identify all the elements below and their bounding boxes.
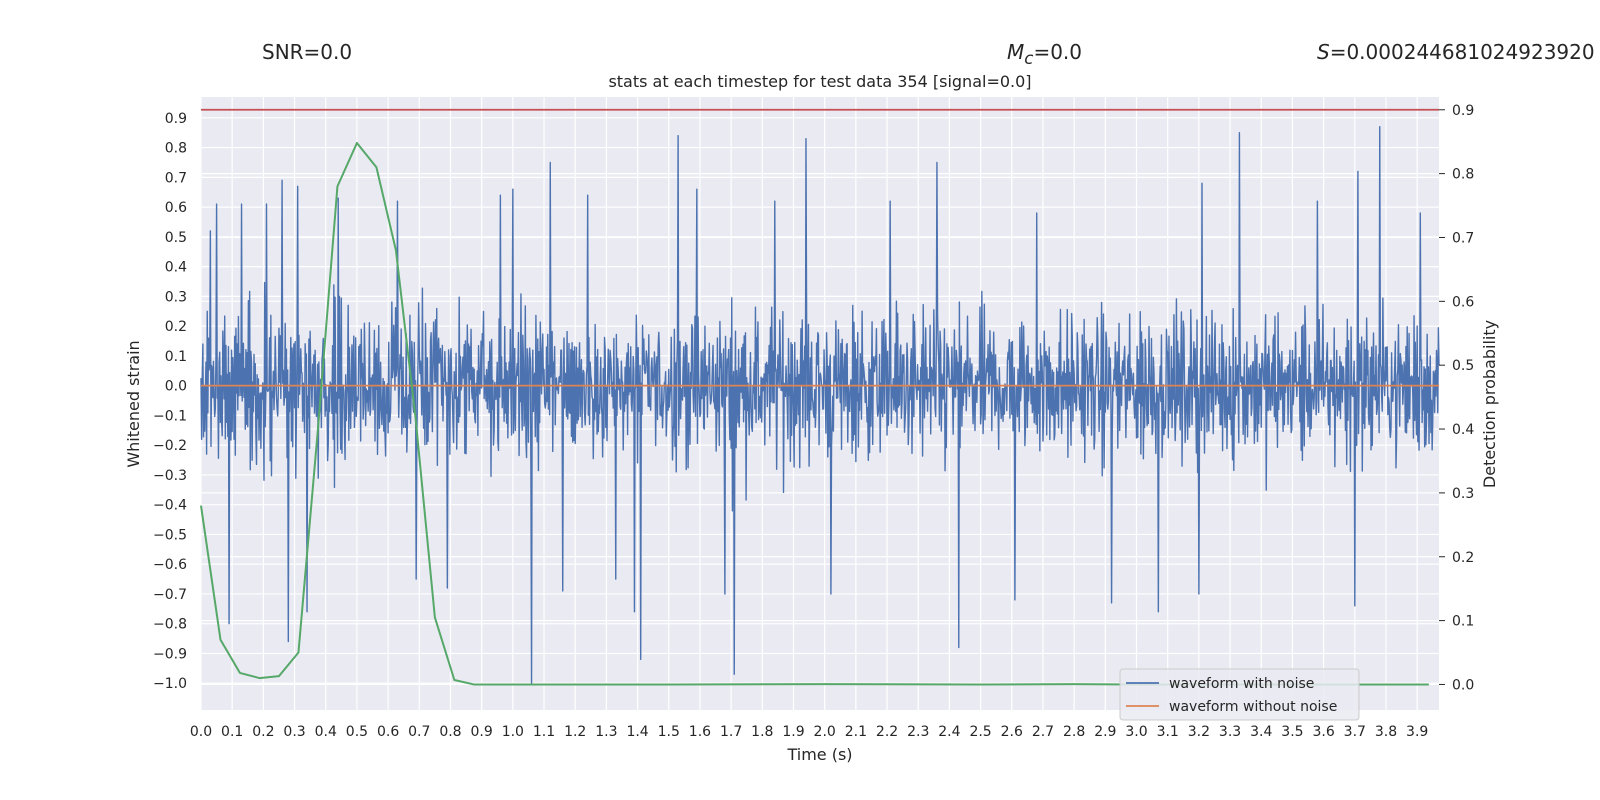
y2-axis-label: Detection probability [1480, 320, 1499, 488]
y-tick-label: 0.7 [165, 170, 187, 186]
y-tick-label: 0.3 [165, 289, 187, 305]
chirp-mass-stat: Mc=0.0 [1007, 40, 1082, 68]
x-tick-label: 2.5 [969, 724, 991, 740]
x-tick-label: 0.0 [190, 724, 212, 740]
y-tick-label: −0.5 [153, 527, 187, 543]
x-tick-label: 0.9 [471, 724, 493, 740]
x-tick-label: 3.2 [1188, 724, 1210, 740]
x-tick-label: 3.6 [1312, 724, 1334, 740]
x-tick-label: 2.9 [1094, 724, 1116, 740]
legend: waveform with noise waveform without noi… [1119, 668, 1360, 721]
x-tick-label: 2.6 [1001, 724, 1023, 740]
chart-title: stats at each timestep for test data 354… [608, 72, 1031, 91]
y-tick-label: 0.1 [165, 349, 187, 365]
y-tick-label: −0.3 [153, 468, 187, 484]
x-tick-label: 0.7 [408, 724, 430, 740]
x-tick-label: 0.4 [315, 724, 337, 740]
x-tick-label: 2.7 [1032, 724, 1054, 740]
y2-tick-label: 0.5 [1452, 358, 1474, 374]
x-tick-label: 1.2 [564, 724, 586, 740]
grid-right [201, 109, 1439, 686]
x-tick-label: 3.7 [1344, 724, 1366, 740]
x-tick-label: 0.1 [221, 724, 243, 740]
x-tick-label: 1.6 [689, 724, 711, 740]
x-tick-label: 0.2 [252, 724, 274, 740]
x-tick-label: 0.5 [346, 724, 368, 740]
x-tick-label: 1.9 [782, 724, 804, 740]
x-tick-label: 2.3 [907, 724, 929, 740]
y-tick-label: −0.8 [153, 617, 187, 633]
x-axis-ticks: 0.0 0.1 0.2 0.3 0.4 0.5 0.6 0.7 0.8 0.9 1.0 1.1 1.2 1… [190, 724, 1428, 740]
x-tick-label: 3.0 [1125, 724, 1147, 740]
x-tick-label: 2.4 [938, 724, 960, 740]
x-tick-label: 0.6 [377, 724, 399, 740]
x-tick-label: 1.7 [720, 724, 742, 740]
y-tick-label: 0.4 [165, 260, 187, 276]
x-tick-label: 0.8 [439, 724, 461, 740]
x-tick-label: 2.0 [814, 724, 836, 740]
y-tick-label: 0.0 [165, 379, 187, 395]
legend-label-clean: waveform without noise [1169, 699, 1337, 715]
x-tick-label: 1.0 [502, 724, 524, 740]
y2-tick-label: 0.7 [1452, 230, 1474, 246]
x-tick-label: 3.9 [1406, 724, 1428, 740]
x-tick-label: 1.4 [626, 724, 648, 740]
y-tick-label: −0.4 [153, 498, 187, 514]
y2-tick-label: 0.3 [1452, 486, 1474, 502]
y2-axis-ticks: 0.9 0.8 0.7 0.6 0.5 0.4 0.3 0.2 0.1 0.0 [1439, 103, 1474, 693]
y2-tick-label: 0.8 [1452, 167, 1474, 183]
x-tick-label: 3.4 [1250, 724, 1272, 740]
y2-tick-label: 0.0 [1452, 677, 1474, 693]
y-tick-label: 0.5 [165, 230, 187, 246]
y-tick-label: −0.7 [153, 587, 187, 603]
snr-stat: SNR=0.0 [262, 40, 353, 64]
y2-tick-label: 0.1 [1452, 614, 1474, 630]
y-tick-label: −0.2 [153, 438, 187, 454]
y-tick-label: 0.9 [165, 111, 187, 127]
x-tick-label: 1.5 [658, 724, 680, 740]
s-stat: S=0.000244681024923920 [1317, 40, 1595, 64]
x-tick-label: 0.3 [283, 724, 305, 740]
y-axis-label: Whitened strain [124, 340, 143, 467]
x-tick-label: 3.5 [1281, 724, 1303, 740]
y2-tick-label: 0.9 [1452, 103, 1474, 119]
chirp-mass-symbol: M [1007, 40, 1025, 64]
x-tick-label: 2.8 [1063, 724, 1085, 740]
legend-label-noise: waveform with noise [1169, 676, 1314, 692]
series-detection-probability [200, 141, 1429, 686]
x-tick-label: 1.3 [595, 724, 617, 740]
y-tick-label: −0.6 [153, 557, 187, 573]
chirp-mass-subscript: c [1024, 49, 1034, 68]
y-tick-label: −0.1 [153, 408, 187, 424]
y-axis-ticks: 0.9 0.8 0.7 0.6 0.5 0.4 0.3 0.2 0.1 0.0 −0.1 −0.2 −0… [153, 111, 187, 692]
chirp-mass-value: =0.0 [1033, 40, 1083, 64]
x-tick-label: 3.3 [1219, 724, 1241, 740]
y2-tick-label: 0.4 [1452, 422, 1474, 438]
y-tick-label: 0.8 [165, 141, 187, 157]
grid [200, 97, 1439, 710]
legend-box [1119, 668, 1360, 721]
y-tick-label: 0.2 [165, 319, 187, 335]
x-tick-label: 2.1 [845, 724, 867, 740]
s-value: =0.000244681024923920 [1329, 40, 1595, 64]
y-tick-label: −0.9 [153, 646, 187, 662]
x-axis-label: Time (s) [786, 745, 852, 764]
s-symbol: S [1317, 40, 1330, 64]
y2-tick-label: 0.2 [1452, 550, 1474, 566]
x-tick-label: 3.1 [1157, 724, 1179, 740]
series-waveform-with-noise [200, 126, 1440, 684]
detection-probability-line [200, 141, 1429, 686]
y-tick-label: 0.6 [165, 200, 187, 216]
x-tick-label: 1.8 [751, 724, 773, 740]
x-tick-label: 1.1 [533, 724, 555, 740]
x-tick-label: 2.2 [876, 724, 898, 740]
y2-tick-label: 0.6 [1452, 294, 1474, 310]
waveform-with-noise-line [200, 126, 1440, 684]
y-tick-label: −1.0 [153, 676, 187, 692]
x-tick-label: 3.8 [1375, 724, 1397, 740]
